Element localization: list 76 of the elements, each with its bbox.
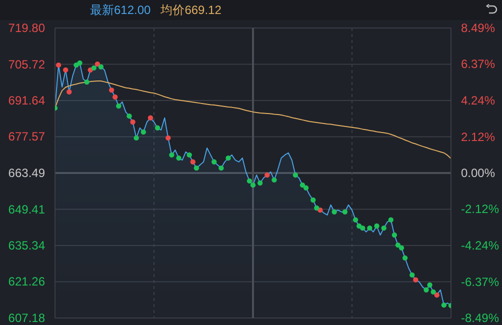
- point: [272, 177, 277, 183]
- point: [166, 135, 171, 141]
- point: [388, 217, 394, 222]
- y2-tick-label: 0.00%: [461, 166, 496, 180]
- point: [332, 209, 337, 214]
- point: [427, 282, 432, 288]
- point: [56, 62, 62, 68]
- point: [84, 79, 90, 85]
- point: [250, 182, 256, 188]
- point: [66, 89, 72, 94]
- y-tick-label: 691.64: [8, 94, 46, 108]
- point: [395, 242, 401, 248]
- point: [300, 182, 306, 188]
- point: [186, 152, 192, 158]
- point: [63, 67, 68, 73]
- y2-tick-label: -6.37%: [461, 274, 500, 289]
- y-tick-label: 607.18: [8, 311, 46, 325]
- point: [226, 155, 231, 161]
- y-tick-label: 649.41: [8, 202, 46, 216]
- point: [352, 217, 358, 222]
- y-tick-label: 635.34: [8, 238, 46, 252]
- y-tick-label: 677.57: [8, 130, 46, 144]
- point: [430, 289, 436, 295]
- point: [112, 94, 118, 100]
- point: [126, 113, 132, 119]
- y2-tick-label: 6.37%: [461, 57, 496, 72]
- point: [398, 245, 404, 251]
- point: [140, 129, 146, 135]
- point: [303, 185, 309, 191]
- y-tick-label: 663.49: [8, 166, 46, 180]
- text: 均价669.12: [160, 2, 222, 18]
- point: [392, 232, 398, 238]
- y2-tick-label: 2.12%: [461, 130, 496, 144]
- point: [314, 205, 320, 211]
- point: [441, 302, 447, 308]
- point: [194, 165, 200, 171]
- point: [310, 197, 316, 203]
- y2-tick-label: -4.24%: [461, 238, 500, 252]
- point: [264, 172, 270, 178]
- point: [134, 135, 139, 141]
- point: [246, 178, 252, 184]
- point: [91, 65, 96, 71]
- point: [360, 225, 366, 231]
- point: [410, 272, 415, 278]
- point: [218, 165, 224, 171]
- point: [148, 115, 154, 120]
- point: [367, 225, 372, 231]
- point: [424, 287, 429, 292]
- point: [176, 155, 182, 161]
- y-tick-label: 621.26: [8, 274, 46, 289]
- point: [94, 61, 100, 67]
- y2-tick-label: -8.49%: [461, 311, 500, 325]
- point: [154, 125, 160, 131]
- point: [169, 152, 174, 158]
- y-tick-label: 719.80: [8, 21, 46, 35]
- point: [257, 180, 263, 186]
- point: [98, 64, 104, 70]
- line-series: [55, 80, 451, 160]
- point: [381, 225, 386, 231]
- point: [434, 292, 440, 298]
- y2-tick-label: -2.12%: [461, 202, 500, 216]
- point: [342, 209, 348, 214]
- y2-tick-label: 8.49%: [461, 21, 496, 35]
- point: [130, 119, 136, 125]
- y2-tick-label: 4.24%: [461, 94, 496, 108]
- point: [212, 159, 217, 164]
- point: [292, 172, 298, 178]
- point: [116, 103, 122, 109]
- point: [413, 277, 418, 282]
- y-tick-label: 705.72: [8, 57, 46, 72]
- point: [190, 159, 196, 164]
- point: [77, 60, 82, 66]
- point: [374, 223, 380, 229]
- text: 最新612.00: [90, 2, 151, 18]
- point: [108, 87, 114, 93]
- point: [402, 255, 408, 261]
